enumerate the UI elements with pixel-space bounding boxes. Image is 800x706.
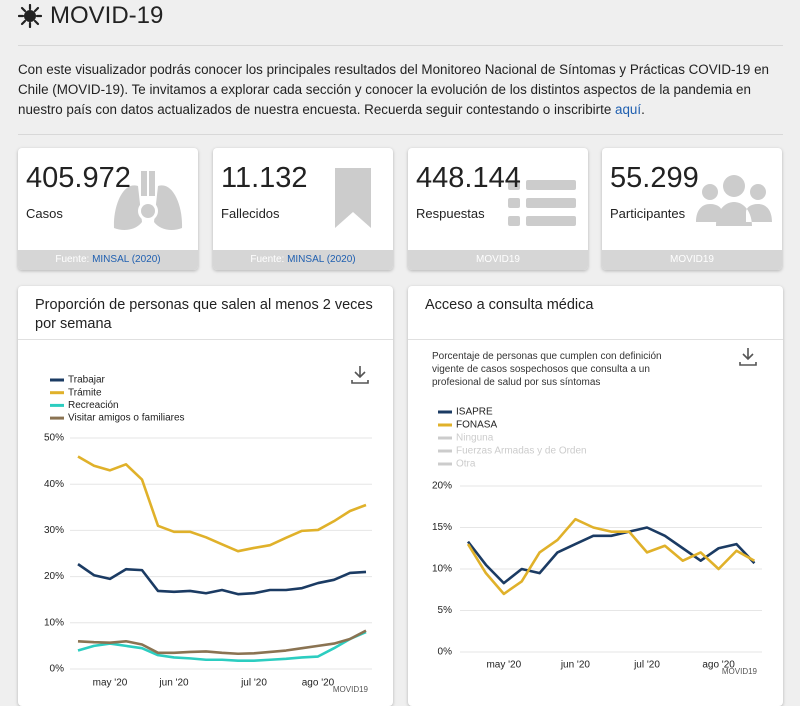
- card-value: 448.144: [416, 162, 521, 194]
- card-label: Respuestas: [416, 206, 485, 221]
- bookmark-icon: [335, 168, 371, 228]
- header: MOVID-19: [18, 2, 163, 30]
- stat-card: 11.132 Fallecidos Fuente: MINSAL (2020): [213, 148, 393, 270]
- virus-icon: [18, 4, 42, 28]
- stat-card: 55.299 Participantes MOVID19: [602, 148, 782, 270]
- download-icon[interactable]: [739, 348, 757, 366]
- y-tick-label: 5%: [438, 605, 453, 616]
- x-tick-label: jul '20: [240, 678, 267, 689]
- chart-title: Acceso a consulta médica: [425, 297, 594, 313]
- card-value: 11.132: [221, 162, 308, 194]
- chart-title: Proporción de personas que salen al meno…: [35, 297, 373, 332]
- card-source-prefix: Fuente:: [250, 254, 285, 265]
- legend-label: Otra: [456, 459, 476, 470]
- chart-panel: Acceso a consulta médica: [408, 286, 783, 706]
- divider: [18, 134, 783, 135]
- title: MOVID-19: [50, 2, 164, 29]
- series-line: [77, 629, 367, 656]
- card-footer: Fuente: MINSAL (2020): [213, 250, 393, 270]
- intro-end: .: [641, 102, 645, 117]
- y-tick-label: 10%: [44, 617, 64, 628]
- x-tick-label: may '20: [93, 678, 128, 689]
- y-tick-label: 10%: [432, 564, 452, 575]
- intro-link[interactable]: aquí: [615, 102, 642, 117]
- chart-subtitle-box: Porcentaje de personas que cumplen con d…: [432, 351, 662, 388]
- card-footer: MOVID19: [602, 250, 782, 270]
- source-label: MOVID19: [722, 667, 758, 676]
- card-label: Participantes: [610, 206, 686, 221]
- y-tick-label: 15%: [432, 522, 452, 533]
- source-label: MOVID19: [333, 685, 369, 694]
- legend-label: ISAPRE: [456, 407, 493, 418]
- y-tick-label: 30%: [44, 525, 64, 536]
- card-footer: Fuente: MINSAL (2020): [18, 250, 198, 270]
- card-footer: MOVID19: [408, 250, 588, 270]
- intro-text: Con este visualizador podrás conocer los…: [18, 62, 769, 117]
- people-icon: [696, 175, 772, 226]
- legend-label: Fuerzas Armadas y de Orden: [456, 446, 587, 457]
- x-tick-label: jun '20: [158, 678, 189, 689]
- card-source-link[interactable]: MINSAL (2020): [92, 254, 161, 265]
- series-line: [77, 455, 367, 553]
- divider: [18, 339, 393, 340]
- legend-label: FONASA: [456, 420, 497, 431]
- legend-label: Ninguna: [456, 433, 494, 444]
- legend-label: Visitar amigos o familiares: [68, 413, 185, 424]
- series-line: [466, 517, 756, 596]
- stat-card: 448.144 Respuestas MOVID19: [408, 148, 588, 270]
- legend-label: Recreación: [68, 400, 119, 411]
- divider: [408, 339, 783, 340]
- card-label: Casos: [26, 206, 63, 221]
- chart-panel: Proporción de personas que salen al meno…: [18, 286, 393, 706]
- card-value: 55.299: [610, 162, 699, 194]
- legend-label: Trabajar: [68, 375, 106, 386]
- lungs-icon: [113, 171, 183, 230]
- y-tick-label: 0%: [438, 647, 453, 658]
- y-tick-label: 20%: [44, 571, 64, 582]
- chart-subtitle: Porcentaje de personas que cumplen con d…: [432, 351, 662, 388]
- series-line: [77, 630, 367, 662]
- series-line: [466, 526, 756, 585]
- card-value: 405.972: [26, 162, 131, 194]
- legend-label: Trámite: [68, 387, 102, 398]
- download-icon[interactable]: [351, 366, 369, 384]
- divider: [18, 45, 783, 46]
- intro: Con este visualizador podrás conocer los…: [18, 60, 788, 120]
- y-tick-label: 0%: [50, 664, 65, 675]
- x-tick-label: ago '20: [702, 660, 735, 671]
- card-source-link[interactable]: MINSAL (2020): [287, 254, 356, 265]
- list-icon: [508, 180, 576, 226]
- stat-card: 405.972 Casos Fuente: MINSAL (2020): [18, 148, 198, 270]
- y-tick-label: 50%: [44, 433, 64, 444]
- series-line: [77, 563, 367, 596]
- y-tick-label: 40%: [44, 479, 64, 490]
- x-tick-label: jun '20: [560, 660, 591, 671]
- x-tick-label: ago '20: [302, 678, 335, 689]
- y-tick-label: 20%: [432, 481, 452, 492]
- card-source-prefix: Fuente:: [55, 254, 90, 265]
- x-tick-label: may '20: [486, 660, 521, 671]
- card-label: Fallecidos: [221, 206, 280, 221]
- x-tick-label: jul '20: [633, 660, 660, 671]
